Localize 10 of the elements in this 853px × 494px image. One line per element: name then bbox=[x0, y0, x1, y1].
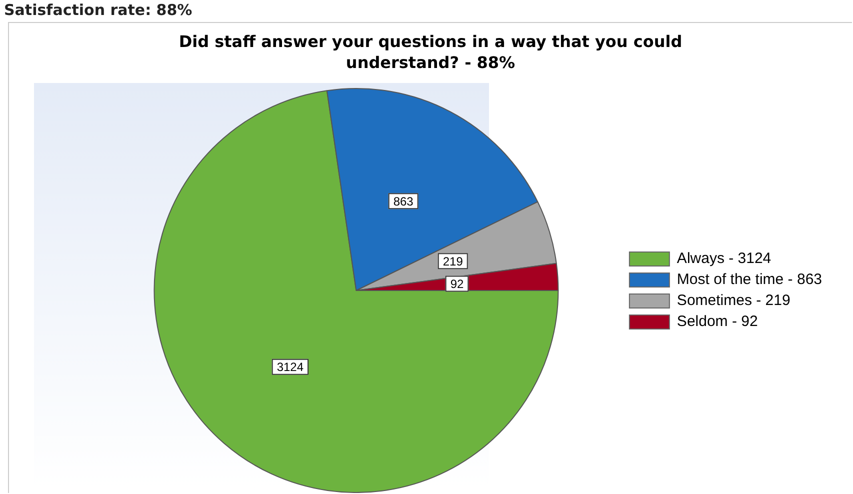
chart-title: Did staff answer your questions in a way that you could understand? - 88% bbox=[178, 31, 684, 73]
legend-label: Seldom - 92 bbox=[676, 313, 758, 330]
data-label: 3124 bbox=[276, 360, 304, 374]
data-label: 863 bbox=[393, 194, 414, 208]
data-label: 219 bbox=[442, 254, 464, 268]
data-label: 92 bbox=[450, 277, 464, 292]
legend-label: Always - 3124 bbox=[676, 250, 772, 268]
text: Satisfaction rate: 88% bbox=[3, 0, 194, 20]
legend-label: Most of the time - 863 bbox=[676, 271, 822, 288]
legend-label: Sometimes - 219 bbox=[676, 292, 790, 310]
